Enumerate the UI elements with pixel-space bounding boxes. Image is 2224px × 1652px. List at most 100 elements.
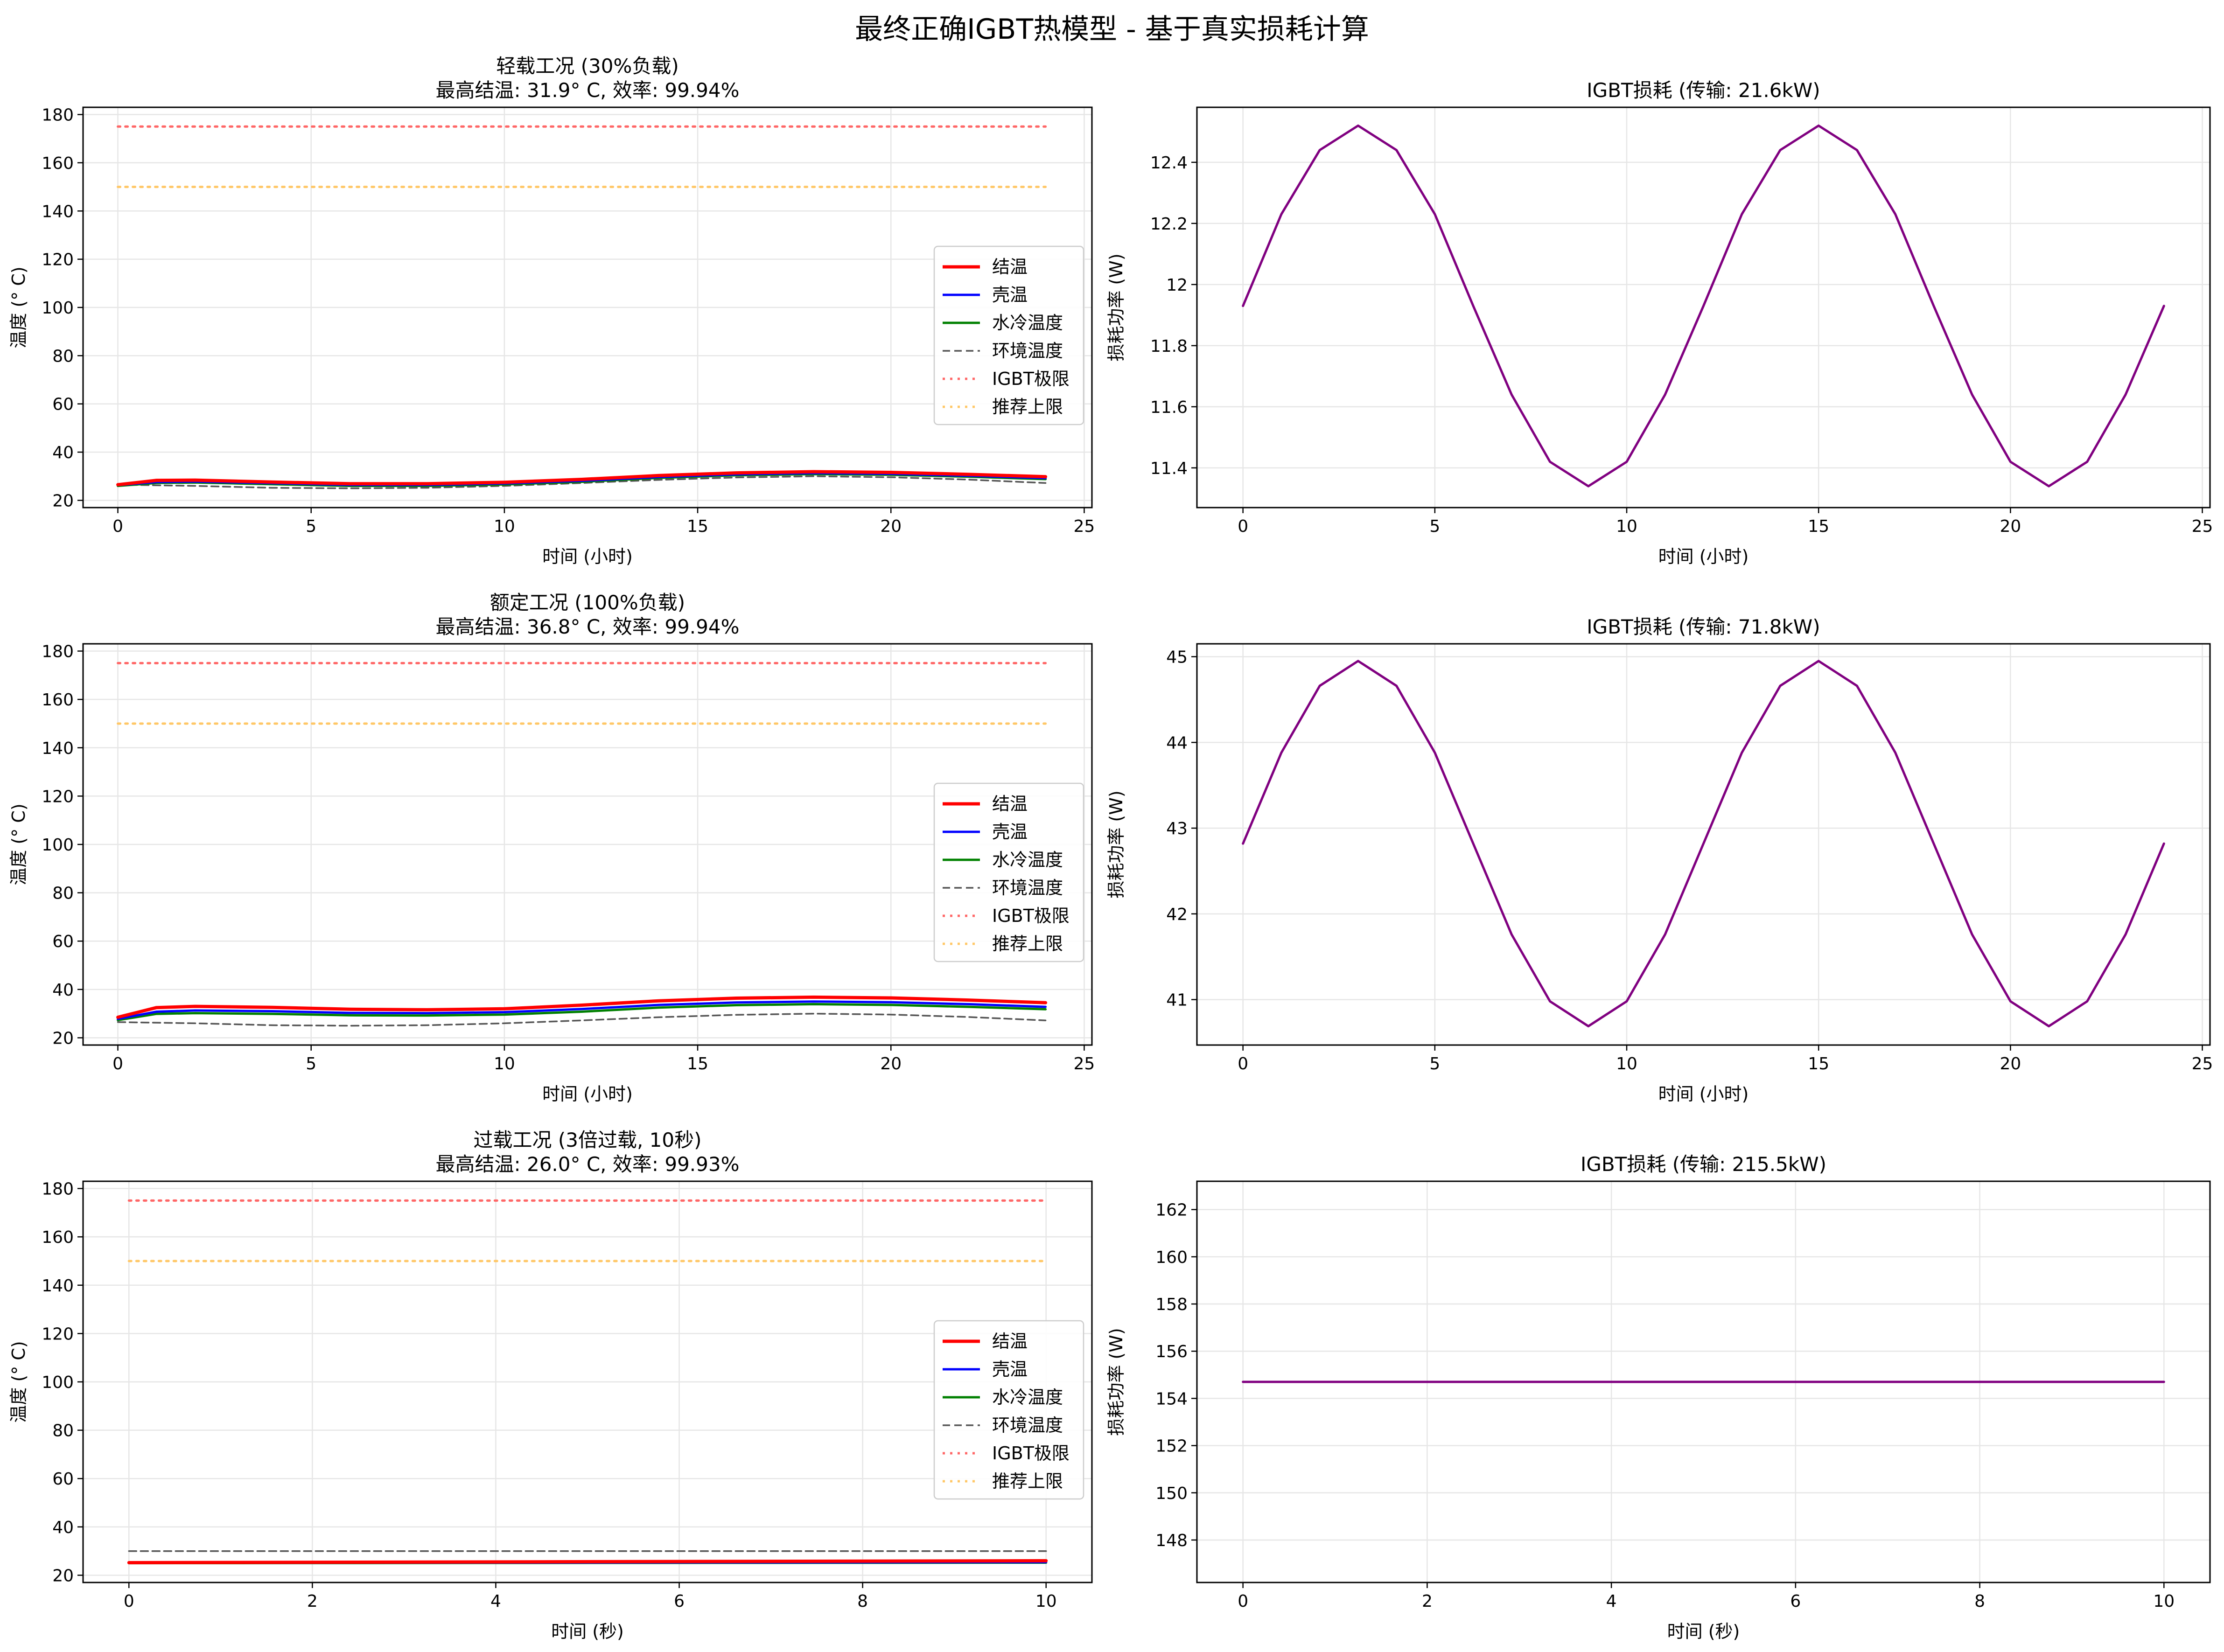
y-tick-label: 150: [1155, 1484, 1188, 1503]
series-group: [116, 662, 1048, 1027]
x-tick-label: 10: [2153, 1592, 2175, 1611]
x-tick-label: 20: [2000, 1054, 2021, 1073]
y-tick-label: 120: [42, 787, 74, 806]
x-tick-label: 20: [880, 517, 902, 536]
legend-label: 推荐上限: [992, 397, 1063, 417]
y-axis-label: 损耗功率 (W): [1106, 790, 1126, 898]
y-tick-label: 154: [1155, 1389, 1188, 1408]
axes-frame: [1196, 1180, 2211, 1583]
y-tick-label: 80: [52, 347, 74, 366]
y-axis-label: 温度 (° C): [8, 803, 29, 885]
y-tick-label: 12: [1166, 276, 1188, 295]
y-axis-label: 损耗功率 (W): [1106, 253, 1126, 361]
subplot-5: 0 2 4 6 8 10 20 40 60 80 100 120 140 160 180 时间 (秒) 温度 (…: [8, 1129, 1093, 1642]
x-tick-label: 25: [1074, 1054, 1095, 1073]
y-tick-label: 100: [42, 836, 74, 855]
subplot-title: IGBT损耗 (传输: 215.5kW): [1581, 1153, 1826, 1176]
legend-box: [933, 782, 1084, 962]
legend-box: [933, 245, 1084, 425]
x-axis-label: 时间 (小时): [1658, 546, 1749, 567]
x-tick-label: 25: [2192, 1054, 2213, 1073]
subplot-title: 额定工况 (100%负载): [490, 591, 685, 614]
x-axis-label: 时间 (小时): [542, 1084, 633, 1104]
series-group: [1242, 124, 2165, 488]
legend-label: 水冷温度: [992, 850, 1063, 870]
y-tick-label: 43: [1166, 819, 1188, 838]
x-tick-label: 20: [880, 1054, 902, 1073]
axes-frame: [1196, 643, 2211, 1046]
y-tick-label: 160: [1155, 1248, 1188, 1267]
x-tick-label: 6: [674, 1592, 685, 1611]
subplot-4: 0 5 10 15 20 25 41 42 43 44 45 时间 (小时) 损耗功率 (W) IGBT损…: [1106, 615, 2213, 1104]
x-axis-label: 时间 (秒): [1667, 1621, 1740, 1642]
subplot-title: 最高结温: 31.9° C, 效率: 99.94%: [435, 79, 739, 102]
y-tick-label: 11.4: [1150, 459, 1188, 478]
x-tick-label: 6: [1790, 1592, 1801, 1611]
y-tick-label: 140: [42, 202, 74, 221]
y-tick-label: 41: [1166, 991, 1188, 1010]
x-tick-label: 0: [1238, 1592, 1248, 1611]
subplot-2: 0 5 10 15 20 25 11.4 11.6 11.8 12 12.2 12.4 时间 (小时) 损…: [1106, 79, 2213, 567]
x-tick-label: 15: [1808, 517, 1829, 536]
legend-label: 水冷温度: [992, 1387, 1063, 1408]
x-tick-label: 25: [1074, 517, 1095, 536]
x-tick-label: 5: [1429, 1054, 1440, 1073]
series-group: [1242, 660, 2165, 1028]
x-tick-label: 10: [1616, 517, 1637, 536]
x-tick-label: 10: [1035, 1592, 1057, 1611]
legend-box: [933, 1320, 1084, 1500]
y-tick-label: 160: [42, 1228, 74, 1247]
y-tick-label: 20: [52, 1566, 74, 1585]
legend-label: 壳温: [992, 1359, 1028, 1380]
subplot-title: 过载工况 (3倍过载, 10秒): [474, 1129, 702, 1151]
x-tick-label: 20: [2000, 517, 2021, 536]
y-tick-label: 180: [42, 1180, 74, 1199]
legend-label: 环境温度: [992, 878, 1063, 898]
x-tick-label: 25: [2192, 517, 2213, 536]
subplot-title: 最高结温: 26.0° C, 效率: 99.93%: [435, 1153, 739, 1176]
subplot-title: 最高结温: 36.8° C, 效率: 99.94%: [435, 615, 739, 638]
y-tick-label: 160: [42, 154, 74, 173]
y-tick-label: 60: [52, 1470, 74, 1489]
x-tick-label: 2: [1422, 1592, 1433, 1611]
legend-label: 推荐上限: [992, 934, 1063, 954]
y-tick-label: 152: [1155, 1437, 1188, 1456]
legend-label: 推荐上限: [992, 1471, 1063, 1492]
x-tick-label: 5: [1429, 517, 1440, 536]
y-tick-label: 60: [52, 395, 74, 414]
y-tick-label: 180: [42, 642, 74, 662]
y-axis-label: 温度 (° C): [8, 266, 29, 348]
subplot-1: 0 5 10 15 20 25 20 40 60 80 100 120 140 160 180 时间 (小时)…: [8, 55, 1095, 567]
x-tick-label: 0: [124, 1592, 134, 1611]
x-tick-label: 15: [687, 517, 708, 536]
y-axis-label: 温度 (° C): [8, 1341, 29, 1422]
y-tick-label: 160: [42, 690, 74, 710]
series-line-壳温: [117, 1000, 1047, 1020]
x-tick-label: 10: [494, 1054, 515, 1073]
y-tick-label: 11.6: [1150, 398, 1188, 417]
legend-label: 结温: [992, 257, 1028, 277]
legend-label: 水冷温度: [992, 313, 1063, 333]
y-tick-label: 120: [42, 1324, 74, 1344]
x-tick-label: 0: [1238, 1054, 1248, 1073]
y-tick-label: 40: [52, 981, 74, 1000]
x-tick-label: 15: [1808, 1054, 1829, 1073]
subplot-title: 轻载工况 (30%负载): [496, 55, 678, 77]
x-tick-label: 0: [112, 517, 123, 536]
legend-label: 结温: [992, 1331, 1028, 1352]
y-tick-label: 140: [42, 739, 74, 758]
subplot-3: 0 5 10 15 20 25 20 40 60 80 100 120 140 160 180 时间 (小时)…: [8, 591, 1095, 1104]
y-tick-label: 12.4: [1150, 153, 1188, 173]
series-line-水冷温度: [117, 1003, 1047, 1022]
x-tick-label: 5: [306, 1054, 316, 1073]
y-tick-label: 20: [52, 491, 74, 510]
x-tick-label: 8: [1974, 1592, 1985, 1611]
y-tick-label: 44: [1166, 733, 1188, 753]
x-tick-label: 15: [687, 1054, 708, 1073]
axes-frame: [1196, 106, 2211, 509]
y-tick-label: 40: [52, 1518, 74, 1537]
legend-label: 壳温: [992, 822, 1028, 842]
